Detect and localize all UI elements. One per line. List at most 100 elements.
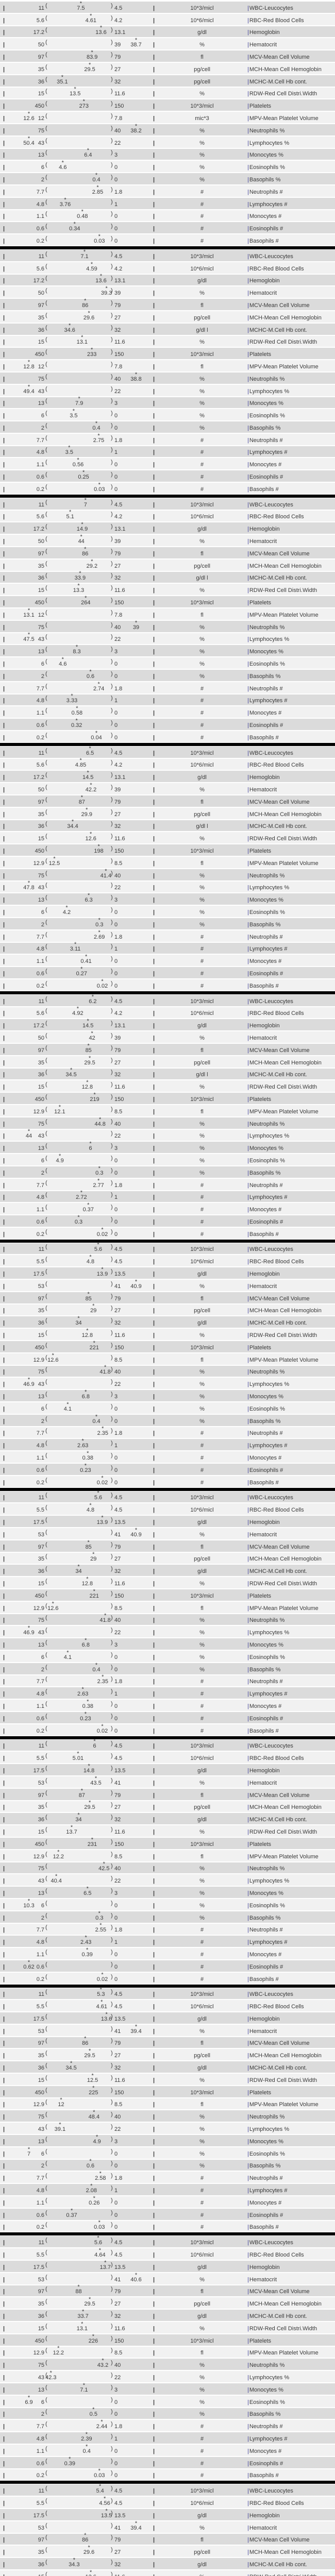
test-name-link[interactable]: |Hemoglobin <box>247 2513 280 2519</box>
test-name-link[interactable]: |MCV-Mean Cell Volume <box>247 54 310 60</box>
test-name-link[interactable]: |Hematocrit <box>247 2525 277 2531</box>
test-name-link[interactable]: |RBC-Red Blood Cells <box>247 1259 304 1265</box>
test-name-link[interactable]: |Neutrophils # <box>247 2175 283 2181</box>
test-name-link[interactable]: |Eosinophils % <box>247 413 285 419</box>
test-name-link[interactable]: |Monocytes # <box>247 1952 281 1958</box>
test-name-link[interactable]: |Platelets <box>247 1593 271 1599</box>
test-name-link[interactable]: |RBC-Red Blood Cells <box>247 1507 304 1513</box>
test-name-link[interactable]: |Eosinophils # <box>247 1716 283 1722</box>
test-name-link[interactable]: |Neutrophils % <box>247 2362 284 2368</box>
test-name-link[interactable]: |WBC-Leucocytes <box>247 750 293 756</box>
test-name-link[interactable]: |MCHC-M.Cell Hb cont. <box>247 2562 307 2568</box>
test-name-link[interactable]: |MCHC-M.Cell Hb cont. <box>247 1072 307 1078</box>
test-name-link[interactable]: |Neutrophils # <box>247 1182 283 1189</box>
test-name-link[interactable]: |Monocytes # <box>247 958 281 964</box>
test-name-link[interactable]: |RDW-Red Cell Distri.Width <box>247 2574 317 2576</box>
test-name-link[interactable]: |MCH-Mean Cell Hemoglobin <box>247 2301 322 2307</box>
test-name-link[interactable]: |Neutrophils # <box>247 1679 283 1685</box>
test-name-link[interactable]: |MCV-Mean Cell Volume <box>247 302 310 309</box>
test-name-link[interactable]: |Monocytes # <box>247 1455 281 1461</box>
test-name-link[interactable]: |Eosinophils % <box>247 661 285 667</box>
test-name-link[interactable]: |MCH-Mean Cell Hemoglobin <box>247 315 322 321</box>
test-name-link[interactable]: |MCV-Mean Cell Volume <box>247 1544 310 1550</box>
test-name-link[interactable]: |Lymphocytes # <box>247 201 287 208</box>
test-name-link[interactable]: |MPV-Mean Platelet Volume <box>247 364 319 370</box>
test-name-link[interactable]: |Basophils % <box>247 1915 280 1921</box>
test-name-link[interactable]: |Lymphocytes % <box>247 140 289 146</box>
test-name-link[interactable]: |Neutrophils # <box>247 934 283 940</box>
test-name-link[interactable]: |Hemoglobin <box>247 1768 280 1774</box>
test-name-link[interactable]: |RBC-Red Blood Cells <box>247 1755 304 1761</box>
test-name-link[interactable]: |Neutrophils % <box>247 376 284 382</box>
test-name-link[interactable]: |Monocytes % <box>247 400 283 406</box>
test-name-link[interactable]: |MPV-Mean Platelet Volume <box>247 1357 319 1363</box>
test-name-link[interactable]: |Lymphocytes % <box>247 2126 289 2132</box>
test-name-link[interactable]: |Lymphocytes # <box>247 1691 287 1697</box>
test-name-link[interactable]: |Eosinophils % <box>247 1654 285 1660</box>
test-name-link[interactable]: |Lymphocytes % <box>247 1381 289 1387</box>
test-name-link[interactable]: |Basophils % <box>247 1418 280 1425</box>
test-name-link[interactable]: |Monocytes # <box>247 1703 281 1709</box>
test-name-link[interactable]: |Neutrophils # <box>247 686 283 692</box>
test-name-link[interactable]: |MCH-Mean Cell Hemoglobin <box>247 1060 322 1066</box>
test-name-link[interactable]: |Monocytes % <box>247 152 283 158</box>
test-name-link[interactable]: |MPV-Mean Platelet Volume <box>247 115 319 122</box>
test-name-link[interactable]: |Monocytes % <box>247 1394 283 1400</box>
test-name-link[interactable]: |Hemoglobin <box>247 29 280 36</box>
test-name-link[interactable]: |RDW-Red Cell Distri.Width <box>247 1581 317 1587</box>
test-name-link[interactable]: |Platelets <box>247 1841 271 1848</box>
test-name-link[interactable]: |MCV-Mean Cell Volume <box>247 799 310 805</box>
test-name-link[interactable]: |WBC-Leucocytes <box>247 1991 293 1997</box>
test-name-link[interactable]: |MCH-Mean Cell Hemoglobin <box>247 811 322 818</box>
test-name-link[interactable]: |Basophils % <box>247 425 280 431</box>
test-name-link[interactable]: |WBC-Leucocytes <box>247 2488 293 2494</box>
test-name-link[interactable]: |Basophils % <box>247 673 280 680</box>
test-name-link[interactable]: |Neutrophils % <box>247 1617 284 1623</box>
test-name-link[interactable]: |Eosinophils % <box>247 2151 285 2157</box>
test-name-link[interactable]: |WBC-Leucocytes <box>247 502 293 508</box>
test-name-link[interactable]: |Monocytes # <box>247 213 281 219</box>
test-name-link[interactable]: |Hemoglobin <box>247 1519 280 1526</box>
test-name-link[interactable]: |MCV-Mean Cell Volume <box>247 1296 310 1302</box>
test-name-link[interactable]: |Hematocrit <box>247 290 277 296</box>
test-name-link[interactable]: |Eosinophils % <box>247 1406 285 1412</box>
test-name-link[interactable]: |MPV-Mean Platelet Volume <box>247 2350 319 2356</box>
test-name-link[interactable]: |RBC-Red Blood Cells <box>247 18 304 24</box>
test-name-link[interactable]: |Basophils % <box>247 1667 280 1673</box>
test-name-link[interactable]: |RDW-Red Cell Distri.Width <box>247 2077 317 2083</box>
test-name-link[interactable]: |MCH-Mean Cell Hemoglobin <box>247 2549 322 2555</box>
test-name-link[interactable]: |Basophils # <box>247 486 279 493</box>
test-name-link[interactable]: |MCV-Mean Cell Volume <box>247 1047 310 1054</box>
test-name-link[interactable]: |Eosinophils # <box>247 971 283 977</box>
test-name-link[interactable]: |Platelets <box>247 600 271 606</box>
test-name-link[interactable]: |Basophils % <box>247 2163 280 2169</box>
test-name-link[interactable]: |Lymphocytes # <box>247 1443 287 1449</box>
test-name-link[interactable]: |Lymphocytes # <box>247 1194 287 1200</box>
test-name-link[interactable]: |Monocytes # <box>247 1207 281 1213</box>
test-name-link[interactable]: |MCV-Mean Cell Volume <box>247 2537 310 2543</box>
test-name-link[interactable]: |Lymphocytes % <box>247 2375 289 2381</box>
test-name-link[interactable]: |Lymphocytes % <box>247 388 289 395</box>
test-name-link[interactable]: |RDW-Red Cell Distri.Width <box>247 1829 317 1835</box>
test-name-link[interactable]: |MPV-Mean Platelet Volume <box>247 1605 319 1612</box>
test-name-link[interactable]: |Eosinophils # <box>247 1219 283 1225</box>
test-name-link[interactable]: |MCH-Mean Cell Hemoglobin <box>247 1804 322 1810</box>
test-name-link[interactable]: |MCHC-M.Cell Hb cont. <box>247 1320 307 1326</box>
test-name-link[interactable]: |Monocytes % <box>247 2139 283 2145</box>
test-name-link[interactable]: |Platelets <box>247 1345 271 1351</box>
test-name-link[interactable]: |Lymphocytes # <box>247 449 287 455</box>
test-name-link[interactable]: |Lymphocytes % <box>247 1133 289 1139</box>
test-name-link[interactable]: |Hematocrit <box>247 1035 277 1041</box>
test-name-link[interactable]: |MPV-Mean Platelet Volume <box>247 2102 319 2108</box>
test-name-link[interactable]: |Monocytes % <box>247 897 283 903</box>
test-name-link[interactable]: |Lymphocytes % <box>247 1878 289 1884</box>
test-name-link[interactable]: |Eosinophils # <box>247 474 283 480</box>
test-name-link[interactable]: |WBC-Leucocytes <box>247 253 293 260</box>
test-name-link[interactable]: |RBC-Red Blood Cells <box>247 266 304 272</box>
test-name-link[interactable]: |Eosinophils # <box>247 2461 283 2467</box>
test-name-link[interactable]: |Eosinophils % <box>247 1158 285 1164</box>
test-name-link[interactable]: |Lymphocytes # <box>247 946 287 952</box>
test-name-link[interactable]: |Basophils # <box>247 2472 279 2479</box>
test-name-link[interactable]: |Neutrophils % <box>247 128 284 134</box>
test-name-link[interactable]: |Basophils # <box>247 1976 279 1982</box>
